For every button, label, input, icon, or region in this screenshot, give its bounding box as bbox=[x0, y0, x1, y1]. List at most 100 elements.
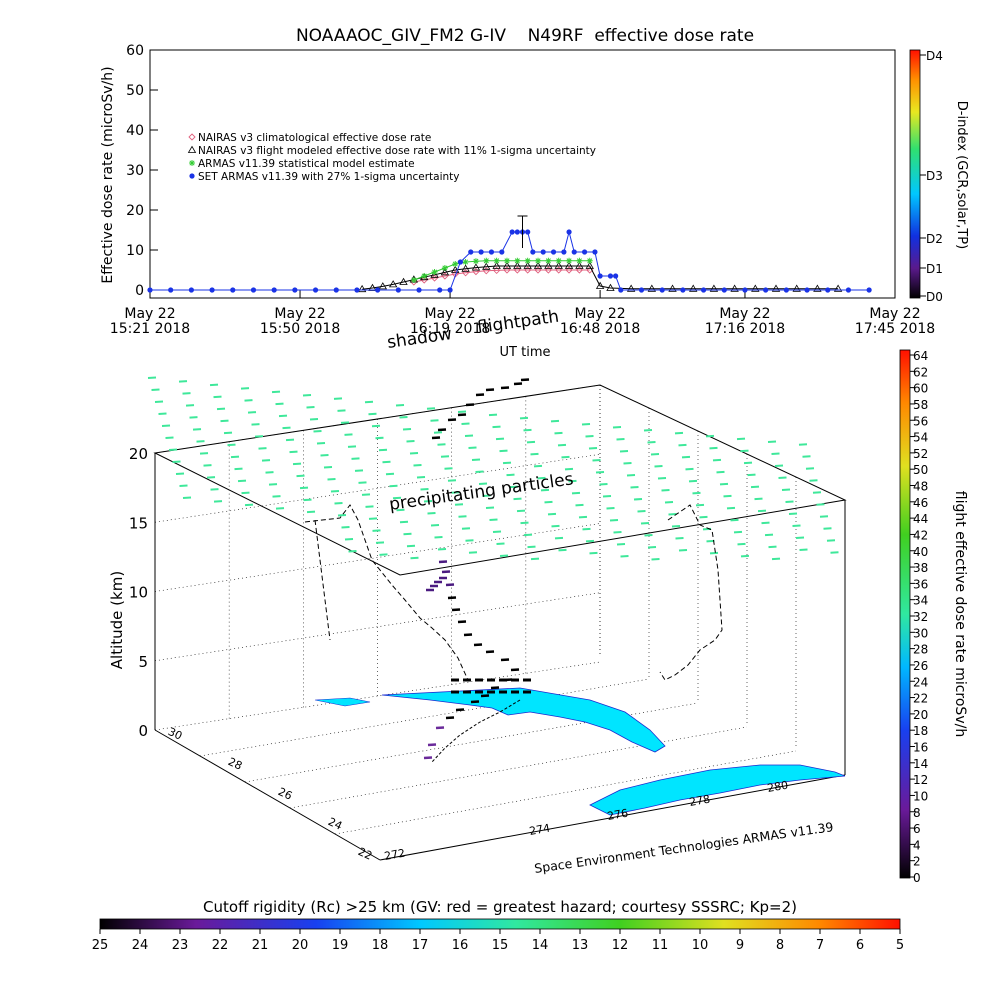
floor-edge-front bbox=[379, 774, 846, 861]
flightpath-mark bbox=[457, 413, 467, 417]
particle-mark bbox=[433, 431, 443, 434]
series-point bbox=[472, 267, 480, 276]
particle-mark bbox=[151, 388, 160, 391]
series-point bbox=[566, 229, 572, 235]
particle-mark bbox=[227, 443, 236, 447]
dose-colorbar-tick-label: 42 bbox=[913, 528, 928, 542]
dose-colorbar-tick-label: 50 bbox=[913, 463, 928, 477]
dose-colorbar-tick-label: 8 bbox=[913, 806, 921, 820]
particle-mark bbox=[371, 424, 381, 428]
dose-colorbar-tick-label: 58 bbox=[913, 398, 928, 412]
flightpath-mark bbox=[510, 668, 520, 672]
particle-mark bbox=[206, 476, 216, 479]
particle-mark bbox=[426, 407, 436, 410]
particle-mark bbox=[654, 464, 663, 468]
floor-edge bbox=[154, 729, 381, 861]
particle-mark bbox=[337, 409, 346, 412]
particle-mark bbox=[674, 431, 684, 435]
particle-mark bbox=[489, 518, 498, 521]
particle-mark bbox=[830, 551, 839, 554]
legend-marker bbox=[189, 160, 195, 166]
flightpath-mark bbox=[485, 650, 495, 654]
particle-mark bbox=[564, 467, 574, 471]
particle-mark bbox=[561, 455, 570, 459]
series-point bbox=[399, 277, 408, 285]
particle-mark bbox=[478, 482, 488, 485]
particle-mark bbox=[254, 435, 264, 438]
particle-mark bbox=[661, 488, 670, 492]
particle-mark bbox=[651, 558, 660, 561]
particle-mark bbox=[795, 536, 805, 539]
particle-mark bbox=[320, 454, 329, 457]
flightpath-mark bbox=[438, 560, 448, 564]
particle-mark bbox=[554, 536, 564, 540]
dose-colorbar-tick-label: 2 bbox=[913, 855, 921, 869]
series-point bbox=[502, 261, 512, 269]
series-point bbox=[544, 261, 553, 269]
dindex-tick-label: D0 bbox=[926, 290, 943, 304]
particle-mark bbox=[506, 473, 515, 477]
particle-mark bbox=[251, 423, 260, 426]
series-point bbox=[618, 287, 624, 293]
series-point bbox=[483, 257, 490, 264]
legend-label: SET ARMAS v11.39 with 27% 1-sigma uncert… bbox=[198, 171, 460, 183]
series-point bbox=[410, 277, 417, 283]
particle-mark bbox=[416, 476, 426, 479]
particle-mark bbox=[599, 482, 608, 486]
particle-mark bbox=[247, 411, 257, 414]
flightpath-mark bbox=[447, 418, 457, 422]
series-point bbox=[680, 287, 686, 293]
particle-mark bbox=[399, 520, 409, 524]
particle-mark bbox=[523, 533, 533, 537]
top-x-tick-label-line2: 17:16 2018 bbox=[705, 321, 785, 337]
series-point bbox=[493, 257, 500, 264]
vertical-front bbox=[380, 575, 400, 860]
cutoff-rigidity-colorbar-group: Cutoff rigidity (Rc) >25 km (GV: red = g… bbox=[92, 898, 904, 953]
particle-mark bbox=[723, 494, 732, 498]
particle-mark bbox=[240, 387, 250, 390]
altitude-tick-label: 20 bbox=[129, 445, 148, 463]
particle-mark bbox=[620, 554, 629, 558]
top-y-tick-label: 10 bbox=[126, 243, 144, 259]
series-point bbox=[451, 265, 460, 273]
particle-mark bbox=[692, 491, 701, 495]
particle-mark bbox=[585, 434, 594, 438]
particle-mark bbox=[588, 446, 598, 450]
flightpath-mark bbox=[431, 436, 441, 440]
rc-colorbar-tick-label: 24 bbox=[132, 938, 149, 953]
flightpath-mark bbox=[441, 570, 451, 574]
particle-mark bbox=[754, 497, 763, 501]
particle-mark bbox=[767, 440, 777, 443]
particle-mark bbox=[313, 430, 322, 433]
series-point bbox=[709, 284, 719, 292]
particle-mark bbox=[406, 440, 415, 443]
particle-mark bbox=[461, 422, 470, 425]
particle-mark bbox=[348, 550, 357, 553]
rc-colorbar-tick-label: 22 bbox=[212, 938, 229, 953]
particle-mark bbox=[606, 506, 615, 510]
land-cuba bbox=[589, 764, 846, 816]
particle-mark bbox=[458, 515, 467, 518]
series-point bbox=[482, 267, 490, 275]
dose-colorbar-tick-label: 48 bbox=[913, 480, 928, 494]
particle-mark bbox=[437, 443, 446, 446]
particle-mark bbox=[726, 506, 736, 510]
legend-label: NAIRAS v3 climatological effective dose … bbox=[198, 132, 431, 144]
particle-mark bbox=[223, 431, 233, 435]
particle-mark bbox=[337, 514, 347, 517]
series-point bbox=[554, 261, 563, 269]
particle-mark bbox=[334, 502, 343, 505]
particle-mark bbox=[457, 410, 467, 413]
series-point bbox=[792, 284, 801, 292]
legend-label: NAIRAS v3 flight modeled effective dose … bbox=[198, 145, 596, 157]
particle-mark bbox=[302, 394, 312, 397]
particle-mark bbox=[657, 476, 667, 480]
particle-mark bbox=[681, 455, 691, 459]
particle-mark bbox=[403, 532, 412, 536]
series-point bbox=[447, 287, 453, 293]
particle-mark bbox=[537, 476, 546, 480]
particle-mark bbox=[643, 428, 653, 432]
top-y-tick-label: 20 bbox=[126, 203, 144, 219]
flightpath-mark bbox=[490, 686, 500, 690]
